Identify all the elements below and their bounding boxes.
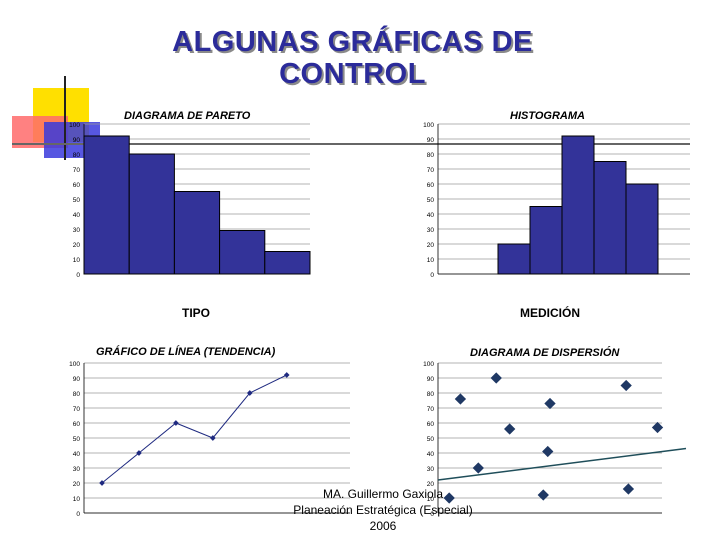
deco-horizontal-line: [12, 143, 690, 145]
scatter-trendline: [437, 447, 687, 481]
pareto-bar: [83, 135, 130, 275]
histogram-bar: [625, 183, 659, 275]
pareto-chart: 0 10 20 30 40 50 60 70 80 90 100: [69, 122, 311, 279]
footer-course: Planeación Estratégica (Especial): [293, 503, 473, 517]
y-tick-label: 50: [427, 436, 435, 443]
histogram-bar: [593, 161, 627, 275]
y-tick-label: 20: [427, 481, 435, 488]
line-point: [173, 420, 179, 426]
y-tick-label: 70: [427, 167, 435, 174]
y-tick-label: 70: [427, 406, 435, 413]
y-tick-label: 60: [427, 182, 435, 189]
pareto-xlabel: TIPO: [181, 306, 210, 320]
y-tick-label: 70: [73, 406, 81, 413]
y-tick-label: 50: [73, 436, 81, 443]
y-tick-label: 50: [73, 197, 81, 204]
histogram-chart: 0 10 20 30 40 50 60 70 80 90 100: [423, 122, 690, 279]
y-tick-label: 60: [73, 182, 81, 189]
histogram-title: HISTOGRAMA: [510, 110, 585, 122]
footer-author: MA. Guillermo Gaxiola: [322, 487, 444, 501]
y-tick-label: 20: [73, 481, 81, 488]
y-tick-label: 60: [427, 421, 435, 428]
scatter-point: [651, 421, 664, 434]
pareto-bar: [219, 230, 266, 275]
y-tick-label: 70: [73, 167, 81, 174]
line-point: [283, 372, 290, 378]
y-tick-label: 0: [430, 272, 434, 279]
y-tick-label: 30: [427, 466, 435, 473]
y-tick-label: 30: [427, 227, 435, 234]
y-tick-label: 30: [73, 466, 81, 473]
y-tick-label: 80: [427, 391, 435, 398]
y-tick-label: 20: [73, 242, 81, 249]
scatter-point: [472, 462, 484, 474]
y-tick-label: 20: [427, 242, 435, 249]
slide-title: ALGUNAS GRÁFICAS DE CONTROL: [150, 26, 555, 90]
line-point: [136, 450, 142, 456]
slide-title-line2: CONTROL: [279, 58, 426, 90]
scatter-title: DIAGRAMA DE DISPERSIÓN: [470, 347, 620, 359]
histogram-bar: [497, 243, 531, 275]
pareto-bar: [128, 153, 175, 275]
y-tick-label: 50: [427, 197, 435, 204]
y-tick-label: 10: [73, 496, 81, 503]
y-tick-label: 80: [73, 152, 81, 159]
y-tick-label: 80: [73, 391, 81, 398]
y-tick-label: 10: [427, 257, 435, 264]
y-tick-label: 30: [73, 227, 81, 234]
y-tick-label: 90: [73, 137, 81, 144]
y-tick-label: 100: [69, 361, 80, 368]
scatter-point: [544, 397, 556, 410]
y-tick-label: 90: [427, 137, 435, 144]
y-tick-label: 40: [427, 212, 435, 219]
footer-year: 2006: [369, 519, 397, 533]
histogram-xlabel: MEDICIÓN: [520, 306, 580, 320]
y-tick-label: 40: [427, 451, 435, 458]
y-tick-label: 60: [73, 421, 81, 428]
y-tick-label: 100: [423, 122, 434, 129]
pareto-title: DIAGRAMA DE PARETO: [124, 110, 251, 122]
y-tick-label: 40: [73, 451, 81, 458]
footer-credit: MA. Guillermo Gaxiola Planeación Estraté…: [276, 486, 490, 534]
y-tick-label: 0: [76, 272, 80, 279]
histogram-bar: [529, 206, 563, 275]
scatter-point: [504, 423, 516, 435]
y-tick-label: 90: [73, 376, 81, 383]
scatter-point: [542, 445, 554, 458]
scatter-point: [537, 489, 549, 501]
line-chart-title: GRÁFICO DE LÍNEA (TENDENCIA): [96, 346, 276, 358]
pareto-bar: [264, 251, 311, 275]
y-tick-label: 40: [73, 212, 81, 219]
scatter-point: [454, 393, 467, 405]
scatter-point: [620, 379, 632, 392]
scatter-point: [490, 372, 502, 384]
y-tick-label: 10: [73, 257, 81, 264]
histogram-bar: [561, 135, 595, 275]
pareto-bar: [173, 191, 221, 275]
y-tick-label: 100: [69, 122, 80, 129]
y-tick-label: 90: [427, 376, 435, 383]
y-tick-label: 0: [430, 511, 434, 518]
line-point: [210, 435, 216, 441]
scatter-chart: 0 10 20 30 40 50 60 70 80 90 100: [423, 361, 687, 518]
y-tick-label: 10: [427, 496, 435, 503]
trend-line: [101, 374, 287, 484]
deco-vertical-line: [64, 76, 66, 160]
y-tick-label: 0: [76, 511, 80, 518]
scatter-point: [622, 483, 635, 495]
slide-title-line1: ALGUNAS GRÁFICAS DE: [172, 26, 533, 58]
y-tick-label: 80: [427, 152, 435, 159]
y-tick-label: 100: [423, 361, 434, 368]
line-chart: 0 10 20 30 40 50 60 70 80 90 100: [69, 361, 350, 518]
